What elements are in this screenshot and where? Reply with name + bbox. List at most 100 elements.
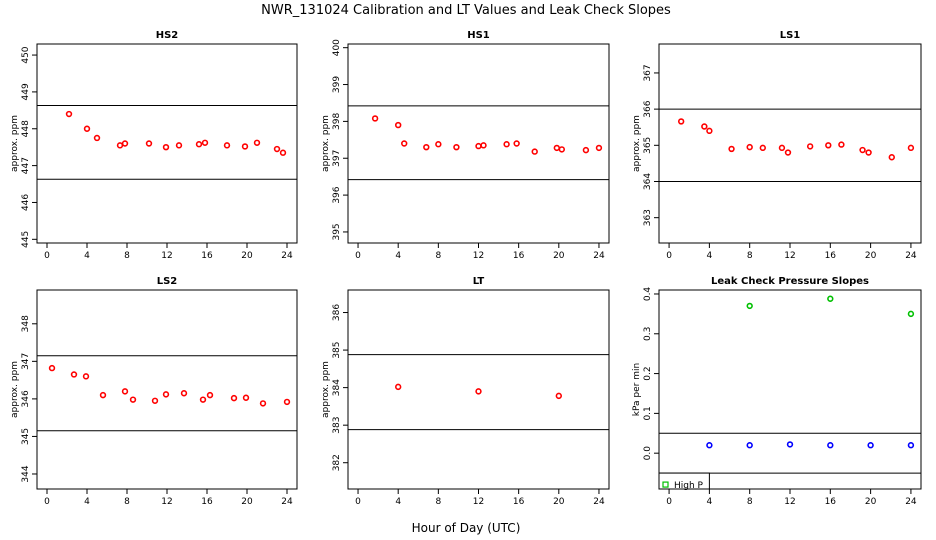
y-axis-label: approx. ppm (632, 115, 642, 172)
y-axis-label: approx. ppm (321, 361, 331, 418)
x-tick-label: 0 (355, 251, 361, 261)
data-point (273, 145, 281, 153)
data-point (175, 142, 183, 149)
data-point (865, 149, 872, 156)
panel-hs1: HS1 0 4 8 12 16 20 24 395 396 397 398 399 400 approx. … (321, 30, 610, 261)
x-tick-label: 20 (241, 251, 253, 261)
data-point (759, 144, 766, 152)
x-tick-label: 16 (513, 251, 525, 261)
data-point (242, 394, 250, 401)
data-point (116, 142, 124, 149)
y-tick-label: 450 (21, 46, 31, 63)
y-tick-label: 384 (332, 379, 342, 396)
y-tick-label: 0.4 (643, 287, 653, 302)
x-tick-label: 20 (865, 251, 877, 261)
panel-title: Leak Check Pressure Slopes (711, 276, 869, 287)
data-point (65, 110, 73, 118)
y-tick-label: 397 (332, 150, 342, 167)
x-tick-label: 24 (905, 497, 917, 507)
data-point (475, 142, 482, 150)
data-point (253, 139, 261, 146)
y-tick-label: 365 (643, 137, 653, 154)
data-point (121, 388, 129, 395)
panel-leak-check-pressure-slopes: Leak Check Pressure Slopes 0 4 8 12 16 20 24 0.0… (632, 276, 922, 507)
data-point (827, 442, 834, 449)
data-point (746, 143, 753, 151)
data-point (558, 146, 566, 153)
data-point (151, 397, 159, 404)
data-point (394, 121, 402, 129)
data-point (838, 141, 845, 148)
data-point (99, 391, 107, 399)
data-point (701, 123, 708, 130)
y-tick-label: 363 (643, 209, 653, 226)
y-tick-label: 346 (21, 390, 31, 407)
y-tick-label: 347 (21, 353, 31, 370)
x-tick-label: 4 (707, 497, 713, 507)
data-point (888, 154, 895, 161)
data-point (806, 143, 814, 150)
x-tick-label: 8 (747, 251, 753, 261)
x-tick-label: 0 (666, 251, 672, 261)
data-point (706, 442, 713, 449)
x-tick-label: 20 (865, 497, 877, 507)
data-point (595, 144, 603, 152)
x-tick-label: 16 (513, 497, 525, 507)
data-point (206, 391, 214, 399)
plot-frame (36, 289, 298, 490)
data-point (907, 442, 915, 449)
panel-title: LS1 (780, 30, 801, 41)
x-tick-label: 0 (355, 497, 361, 507)
data-point (201, 139, 209, 146)
x-tick-label: 8 (435, 497, 441, 507)
x-tick-label: 4 (84, 497, 90, 507)
data-point (859, 146, 866, 154)
panel-ls1: LS1 0 4 8 12 16 20 24 363 364 365 366 367 approx. ppm (632, 30, 922, 261)
legend-box (658, 472, 710, 490)
data-point (475, 388, 482, 395)
data-point (677, 118, 685, 125)
data-point (907, 310, 915, 318)
data-point (162, 143, 170, 151)
data-point (279, 149, 287, 156)
panel-title: LT (473, 276, 485, 287)
data-point (283, 398, 291, 406)
plot-frame (658, 43, 922, 244)
data-point (784, 149, 792, 156)
panel-title: LS2 (157, 276, 178, 287)
x-tick-label: 0 (44, 251, 50, 261)
x-tick-label: 0 (44, 497, 50, 507)
panel-ls2: LS2 0 4 8 12 16 20 24 344 345 346 347 348 approx. ppm (10, 276, 298, 507)
data-point (778, 144, 786, 152)
y-tick-label: 385 (332, 341, 342, 358)
x-tick-label: 8 (747, 497, 753, 507)
y-tick-label: 348 (21, 315, 31, 332)
legend-label: High P (674, 481, 704, 491)
x-tick-label: 24 (593, 251, 605, 261)
x-tick-label: 8 (124, 251, 130, 261)
main-title: NWR_131024 Calibration and LT Values and… (261, 3, 671, 18)
panel-title: HS1 (467, 30, 490, 41)
data-point (706, 127, 713, 135)
x-tick-label: 16 (201, 497, 213, 507)
x-tick-label: 16 (825, 251, 837, 261)
x-tick-label: 20 (553, 497, 565, 507)
data-point (453, 143, 460, 151)
y-tick-label: 366 (643, 100, 653, 117)
data-point (825, 142, 832, 149)
data-point (129, 396, 137, 403)
x-tick-label: 8 (435, 251, 441, 261)
x-tick-label: 16 (201, 251, 213, 261)
data-point (401, 140, 408, 147)
data-point (503, 141, 510, 148)
y-tick-label: 449 (21, 83, 31, 100)
y-tick-label: 400 (332, 39, 342, 56)
data-point (230, 394, 238, 402)
y-tick-label: 0.2 (643, 366, 653, 380)
data-point (513, 140, 520, 147)
y-tick-label: 396 (332, 186, 342, 203)
data-point (394, 383, 402, 391)
y-tick-label: 445 (21, 231, 31, 248)
data-point (93, 134, 101, 142)
data-point (553, 144, 560, 152)
